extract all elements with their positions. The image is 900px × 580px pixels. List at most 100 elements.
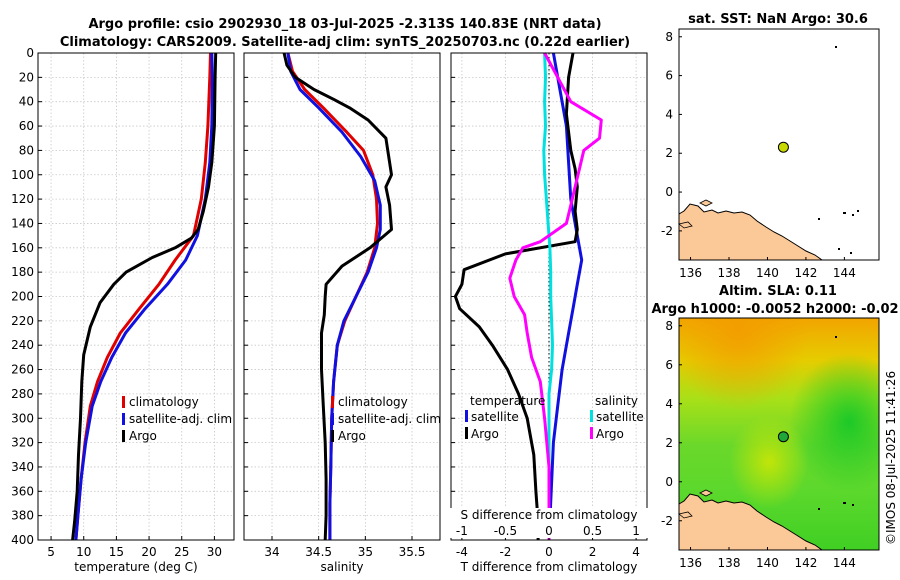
series-line-argo bbox=[71, 52, 218, 541]
island bbox=[699, 489, 713, 497]
y-tick-label: 360 bbox=[11, 484, 34, 498]
island bbox=[678, 221, 693, 229]
s-tick-label: -1 bbox=[456, 524, 468, 538]
island bbox=[678, 511, 693, 519]
map-y-tick-label: 6 bbox=[665, 358, 673, 372]
x-tick-label: 4 bbox=[632, 545, 640, 559]
y-tick-label: 220 bbox=[11, 314, 34, 328]
y-tick-label: 320 bbox=[11, 436, 34, 450]
series-line-satellite-adj-clim bbox=[74, 52, 214, 541]
legend-label-argo: Argo bbox=[129, 429, 157, 443]
y-tick-label: 40 bbox=[19, 95, 34, 109]
y-tick-label: 120 bbox=[11, 192, 34, 206]
legend-label-climatology: climatology bbox=[338, 395, 408, 409]
sla-map-subtitle: Argo h1000: -0.0052 h2000: -0.02 bbox=[651, 302, 898, 317]
map-y-tick-label: 8 bbox=[665, 30, 673, 44]
y-tick-label: 240 bbox=[11, 338, 34, 352]
map-x-tick-label: 144 bbox=[833, 266, 856, 280]
s-tick-label: 0.5 bbox=[583, 524, 602, 538]
series-line-t-satellite bbox=[547, 52, 584, 541]
legend-label-argo: Argo bbox=[338, 429, 366, 443]
map-x-tick-label: 138 bbox=[718, 266, 741, 280]
series-line-s-argo bbox=[508, 52, 603, 540]
map-x-tick-label: 136 bbox=[679, 266, 702, 280]
argo-float-marker bbox=[777, 141, 789, 153]
islet bbox=[835, 46, 837, 48]
difference-series bbox=[453, 52, 603, 541]
s-tick-label: 1 bbox=[632, 524, 640, 538]
x-tick-label: -4 bbox=[456, 545, 468, 559]
map-y-tick-label: -2 bbox=[661, 224, 673, 238]
s-tick-label: 0 bbox=[545, 524, 553, 538]
islet bbox=[818, 218, 820, 220]
x-tick-label: 10 bbox=[76, 545, 91, 559]
x-tick-label: 15 bbox=[109, 545, 124, 559]
legend-label-t-argo: Argo bbox=[471, 427, 499, 441]
map-y-tick-label: 0 bbox=[665, 475, 673, 489]
figure-title-line1: Argo profile: csio 2902930_18 03-Jul-202… bbox=[88, 17, 601, 32]
x-tick-label: 34.5 bbox=[305, 545, 332, 559]
x-tick-label: 30 bbox=[207, 545, 222, 559]
y-tick-label: 0 bbox=[26, 46, 34, 60]
x-tick-label: 20 bbox=[141, 545, 156, 559]
y-tick-label: 180 bbox=[11, 265, 34, 279]
map-x-tick-label: 140 bbox=[756, 266, 779, 280]
y-tick-label: 260 bbox=[11, 363, 34, 377]
legend-swatch-argo bbox=[331, 430, 334, 442]
islet bbox=[852, 214, 854, 216]
land-new-guinea bbox=[678, 203, 824, 261]
x-tick-label: 5 bbox=[47, 545, 55, 559]
series-line-argo bbox=[282, 52, 393, 541]
sst-map: sat. SST: NaN Argo: 30.6 136 138 140 142 144… bbox=[661, 12, 880, 280]
temperature-panel: 0 20 40 60 80 100 120 140 160 180 200 220 240 260 280 3… bbox=[11, 46, 235, 574]
sst-map-ticks: 136 138 140 142 144 -2 0 2 4 6 8 bbox=[661, 30, 856, 280]
temperature-grid bbox=[38, 52, 234, 541]
map-x-tick-label: 144 bbox=[833, 556, 856, 570]
temperature-legend: climatology satellite-adj. clim Argo bbox=[122, 395, 232, 443]
salinity-xlabel: salinity bbox=[320, 560, 363, 574]
islet bbox=[818, 508, 820, 510]
y-tick-label: 160 bbox=[11, 241, 34, 255]
y-tick-label: 20 bbox=[19, 70, 34, 84]
legend-swatch-s-satellite bbox=[590, 410, 593, 422]
x-tick-label: 34 bbox=[264, 545, 279, 559]
map-y-tick-label: 6 bbox=[665, 69, 673, 83]
legend-label-s-argo: Argo bbox=[596, 427, 624, 441]
map-x-tick-label: 142 bbox=[794, 556, 817, 570]
islet bbox=[850, 252, 852, 254]
salinity-legend: climatology satellite-adj. clim Argo bbox=[331, 395, 441, 443]
t-difference-label: T difference from climatology bbox=[460, 560, 638, 574]
x-tick-label: 35 bbox=[358, 545, 373, 559]
sla-map-ticks: 136 138 140 142 144 -2 0 2 4 6 8 bbox=[661, 319, 856, 570]
legend-label-s-satellite: satellite bbox=[596, 410, 644, 424]
argo-float-marker bbox=[777, 431, 789, 443]
temperature-ticks: 0 20 40 60 80 100 120 140 160 180 200 220 240 260 280 3… bbox=[11, 46, 222, 559]
salinity-panel: 34 34.5 35 35.5 salinity climatology satell… bbox=[243, 52, 441, 574]
legend-title-salinity: salinity bbox=[595, 394, 638, 408]
islet bbox=[852, 504, 854, 506]
y-tick-label: 400 bbox=[11, 533, 34, 547]
salinity-ticks: 34 34.5 35 35.5 bbox=[244, 52, 425, 559]
sla-map-frame bbox=[678, 317, 880, 551]
islet bbox=[838, 248, 840, 250]
map-x-tick-label: 138 bbox=[718, 556, 741, 570]
map-y-tick-label: -2 bbox=[661, 514, 673, 528]
legend-swatch-satellite-adj bbox=[122, 413, 125, 425]
legend-label-satellite-adj: satellite-adj. clim bbox=[338, 412, 441, 426]
map-y-tick-label: 4 bbox=[665, 107, 673, 121]
map-y-tick-label: 8 bbox=[665, 319, 673, 333]
figure-title-line2: Climatology: CARS2009. Satellite-adj cli… bbox=[60, 35, 630, 50]
legend-label-t-satellite: satellite bbox=[471, 410, 519, 424]
map-y-tick-label: 0 bbox=[665, 185, 673, 199]
island bbox=[699, 199, 713, 207]
x-tick-label: 2 bbox=[589, 545, 597, 559]
map-y-tick-label: 4 bbox=[665, 397, 673, 411]
map-y-tick-label: 2 bbox=[665, 436, 673, 450]
map-x-tick-label: 140 bbox=[756, 556, 779, 570]
temperature-series bbox=[71, 52, 218, 541]
y-tick-label: 140 bbox=[11, 216, 34, 230]
y-tick-label: 280 bbox=[11, 387, 34, 401]
legend-swatch-satellite-adj bbox=[331, 413, 334, 425]
y-tick-label: 60 bbox=[19, 119, 34, 133]
